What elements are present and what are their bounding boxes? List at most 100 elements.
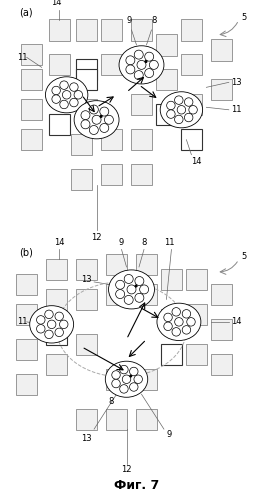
Bar xyxy=(71,169,92,190)
Bar xyxy=(21,44,42,65)
Circle shape xyxy=(174,96,183,104)
Circle shape xyxy=(48,320,56,329)
Text: 11: 11 xyxy=(231,105,242,114)
Circle shape xyxy=(116,280,125,289)
Circle shape xyxy=(172,328,180,336)
Text: 11: 11 xyxy=(17,53,27,62)
Text: 8: 8 xyxy=(141,238,147,247)
Circle shape xyxy=(135,284,138,287)
Bar xyxy=(101,19,122,40)
Circle shape xyxy=(120,385,128,393)
Bar xyxy=(76,259,97,280)
Circle shape xyxy=(70,83,78,91)
Circle shape xyxy=(145,52,154,61)
Bar xyxy=(156,104,177,125)
Bar xyxy=(16,304,37,325)
Circle shape xyxy=(81,120,90,129)
Bar xyxy=(161,309,182,330)
Circle shape xyxy=(122,375,131,383)
Bar xyxy=(49,19,70,40)
Circle shape xyxy=(124,295,133,304)
Text: 5: 5 xyxy=(241,13,247,22)
Circle shape xyxy=(100,123,109,132)
Circle shape xyxy=(105,115,113,124)
Text: 9: 9 xyxy=(119,238,124,247)
Bar xyxy=(106,254,127,275)
Bar xyxy=(106,284,127,305)
Text: 14: 14 xyxy=(191,157,202,166)
Text: 9: 9 xyxy=(126,16,132,25)
Circle shape xyxy=(177,106,186,114)
Circle shape xyxy=(164,322,172,330)
Text: 13: 13 xyxy=(231,78,242,87)
Circle shape xyxy=(100,107,109,116)
Circle shape xyxy=(130,383,138,391)
Circle shape xyxy=(135,293,144,302)
Bar xyxy=(49,54,70,75)
Circle shape xyxy=(185,113,193,122)
Bar xyxy=(131,54,152,75)
Circle shape xyxy=(175,318,183,326)
Bar xyxy=(16,339,37,360)
Bar xyxy=(161,269,182,290)
Bar xyxy=(21,99,42,120)
Bar xyxy=(211,79,232,100)
Circle shape xyxy=(120,365,128,374)
Bar xyxy=(106,409,127,430)
Bar xyxy=(186,304,207,325)
Circle shape xyxy=(60,320,68,329)
Text: 11: 11 xyxy=(164,238,174,247)
Bar xyxy=(76,19,97,40)
Circle shape xyxy=(74,91,82,99)
Circle shape xyxy=(134,50,143,59)
Bar xyxy=(211,354,232,375)
Bar xyxy=(46,289,67,310)
Text: 14: 14 xyxy=(231,317,242,326)
Text: 11: 11 xyxy=(17,317,27,326)
Circle shape xyxy=(112,379,120,388)
Text: 8: 8 xyxy=(109,397,114,406)
Circle shape xyxy=(89,105,98,114)
Circle shape xyxy=(167,101,175,110)
Bar xyxy=(181,94,202,115)
Bar xyxy=(136,284,157,305)
Bar xyxy=(131,129,152,150)
Circle shape xyxy=(182,309,191,318)
Ellipse shape xyxy=(109,270,155,309)
Bar xyxy=(106,369,127,390)
Bar xyxy=(181,129,202,150)
Bar xyxy=(156,69,177,90)
Bar xyxy=(101,54,122,75)
Circle shape xyxy=(174,115,183,124)
Circle shape xyxy=(164,313,172,322)
Bar xyxy=(46,324,67,345)
Circle shape xyxy=(45,310,53,318)
Bar xyxy=(16,374,37,395)
Bar xyxy=(76,334,97,355)
Circle shape xyxy=(134,375,143,383)
Bar xyxy=(71,134,92,155)
Text: 9: 9 xyxy=(167,430,172,439)
Bar xyxy=(46,354,67,375)
Circle shape xyxy=(112,371,120,379)
Ellipse shape xyxy=(45,77,88,113)
Bar xyxy=(131,19,152,40)
Bar xyxy=(211,284,232,305)
Bar xyxy=(211,39,232,60)
Circle shape xyxy=(45,330,53,339)
Circle shape xyxy=(185,98,193,106)
Bar xyxy=(76,99,97,120)
Circle shape xyxy=(149,60,158,69)
Bar xyxy=(186,269,207,290)
Circle shape xyxy=(37,316,45,324)
Bar xyxy=(49,114,70,135)
Circle shape xyxy=(52,95,60,103)
Bar xyxy=(101,164,122,185)
Circle shape xyxy=(130,367,138,376)
Text: Фиг. 7: Фиг. 7 xyxy=(114,479,159,492)
Text: 5: 5 xyxy=(241,252,247,261)
Circle shape xyxy=(172,307,180,316)
Bar xyxy=(101,129,122,150)
Bar xyxy=(16,274,37,295)
Circle shape xyxy=(137,60,146,69)
